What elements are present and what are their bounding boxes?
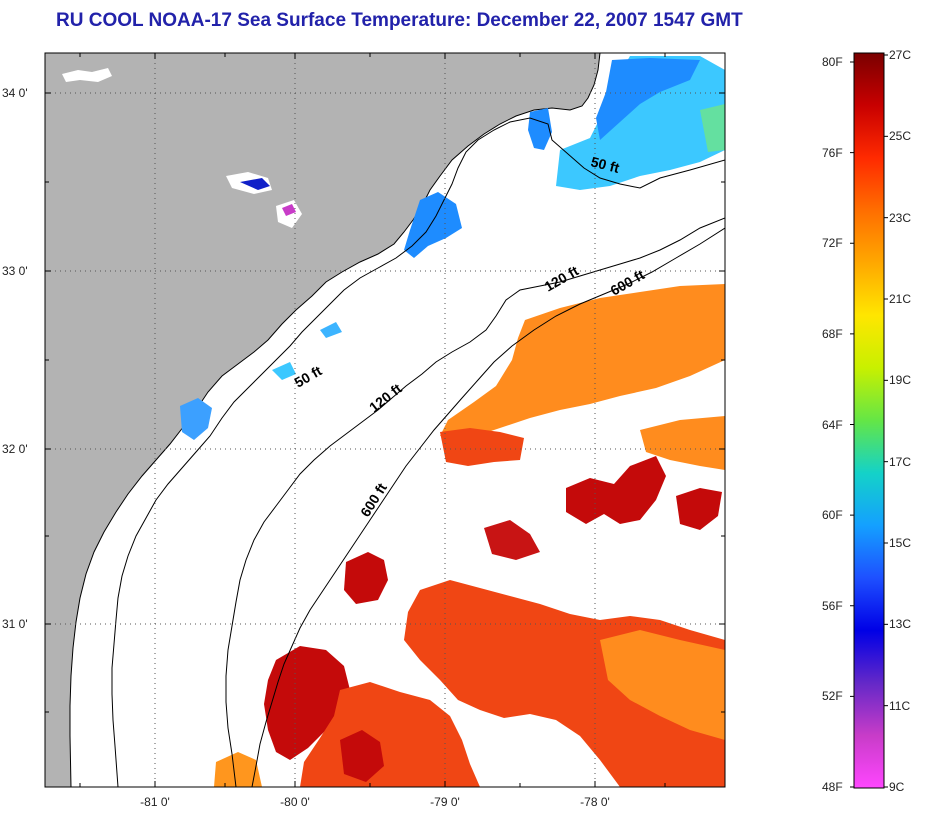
- land-mass: [45, 53, 600, 787]
- lon-label-78: -78 0': [580, 795, 610, 809]
- sst-warm-red: [340, 730, 384, 782]
- sst-cold-patch: [272, 362, 296, 380]
- graticule: [45, 53, 725, 787]
- colorbar-celsius-label: 17C: [889, 454, 912, 469]
- colorbar-fahrenheit-label: 64F: [822, 417, 843, 432]
- coastline: [69, 53, 601, 787]
- colorbar-fahrenheit-label: 56F: [822, 598, 843, 613]
- colorbar-celsius-label: 23C: [889, 210, 912, 225]
- colorbar-celsius-label: 19C: [889, 373, 912, 388]
- map-frame: [44, 52, 726, 788]
- sst-cold-north-core: [596, 58, 700, 140]
- lat-label-34: 34 0': [2, 86, 28, 100]
- inland-water: [62, 68, 112, 82]
- sst-green-edge: [700, 104, 725, 152]
- colorbar-fahrenheit-label: 52F: [822, 689, 843, 704]
- sst-cold-patch: [404, 192, 462, 258]
- colorbar-celsius-label: 25C: [889, 129, 912, 144]
- colorbar-fahrenheit-label: 68F: [822, 326, 843, 341]
- sst-cold-north: [556, 56, 725, 190]
- lat-label-32: 32 0': [2, 442, 28, 456]
- sst-cold-inlet: [528, 108, 552, 150]
- colorbar-fahrenheit-label: 60F: [822, 508, 843, 523]
- lon-label-79: -79 0': [430, 795, 460, 809]
- sst-warm-red: [676, 488, 722, 530]
- sst-cold-patch: [180, 398, 212, 440]
- colorbar-fahrenheit-label: 80F: [822, 55, 843, 69]
- latitude-labels: 34 0' 33 0' 32 0' 31 0': [2, 86, 28, 631]
- cold-water-patch: [240, 178, 270, 190]
- sst-warm-orange: [440, 284, 725, 438]
- lat-label-33: 33 0': [2, 264, 28, 278]
- colorbar-celsius-label: 9C: [889, 780, 905, 794]
- colorbar-fahrenheit-label: 48F: [822, 780, 843, 794]
- colorbar-celsius-label: 11C: [889, 698, 911, 713]
- longitude-labels: -81 0' -80 0' -79 0' -78 0': [140, 795, 610, 809]
- sst-warm-orange: [600, 630, 725, 740]
- page-title: RU COOL NOAA-17 Sea Surface Temperature:…: [56, 10, 743, 31]
- map-layers: [45, 53, 725, 787]
- lon-label-81: -81 0': [140, 795, 170, 809]
- contour-600ft: [251, 227, 725, 787]
- sst-warm-red: [566, 456, 666, 524]
- colorbar-gradient: [853, 52, 885, 789]
- colorbar-fahrenheit-label: 76F: [822, 145, 843, 160]
- colorbar: [850, 52, 888, 789]
- sst-warm-orange: [640, 416, 725, 470]
- colorbar-celsius-label: 21C: [889, 292, 912, 306]
- lon-label-80: -80 0': [280, 795, 310, 809]
- colorbar-celsius-label: 13C: [889, 617, 912, 632]
- cold-water-patch: [282, 204, 296, 216]
- sst-cold-patch: [320, 322, 342, 338]
- colorbar-fahrenheit-label: 72F: [822, 236, 843, 251]
- colorbar-ticks: [850, 54, 888, 788]
- colorbar-celsius-label: 27C: [889, 48, 912, 62]
- sst-warm-red: [264, 646, 350, 760]
- contour-50ft: [111, 117, 725, 787]
- tick-marks: [45, 53, 725, 787]
- sst-warm-orange: [214, 752, 262, 787]
- contour-120ft: [225, 217, 725, 787]
- lat-label-31: 31 0': [2, 617, 28, 631]
- sst-warm-red-band: [440, 428, 524, 466]
- contour-label-50ft-north: 50 ft: [589, 153, 621, 176]
- sst-warm-red: [344, 552, 388, 604]
- sst-warm-red: [484, 520, 540, 560]
- colorbar-celsius-label: 15C: [889, 536, 912, 550]
